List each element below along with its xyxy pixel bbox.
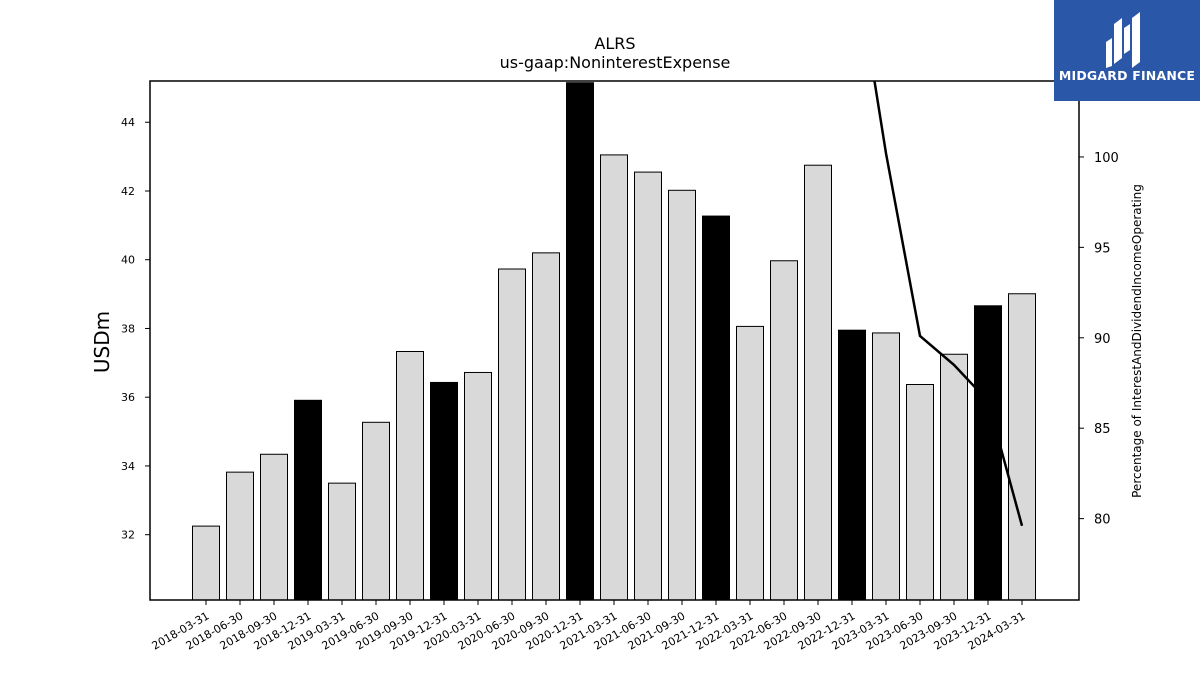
bar-2020-03-31: [464, 371, 492, 600]
y-tick-label: 42: [121, 185, 135, 198]
bar-2023-09-30: [940, 353, 968, 600]
bar-2020-06-30: [498, 268, 526, 600]
y-tick-label: 38: [121, 322, 135, 335]
y2-tick-label: 85: [1094, 422, 1111, 437]
bar-2022-03-31: [736, 325, 764, 600]
bar-2024-03-31: [1008, 293, 1036, 600]
chart-title: ALRS: [594, 34, 635, 53]
y-tick-label: 40: [121, 254, 135, 267]
bar-2023-03-31: [872, 332, 900, 600]
y2-axis-label: Percentage of InterestAndDividendIncomeO…: [1130, 184, 1144, 498]
bar-2020-12-31: [566, 82, 594, 600]
bar-2019-09-30: [396, 350, 424, 600]
brand-logo: MIDGARD FINANCE: [1054, 0, 1200, 101]
bar-2021-03-31: [600, 154, 628, 600]
y2-tick-label: 80: [1094, 513, 1111, 528]
y2-tick-label: 95: [1094, 241, 1111, 256]
chart-subtitle: us-gaap:NoninterestExpense: [500, 53, 731, 72]
y-axis-label: USDm: [90, 311, 114, 373]
logo-mark-icon: [1106, 12, 1140, 68]
bar-2022-12-31: [838, 329, 866, 600]
bar-2021-09-30: [668, 189, 696, 600]
bar-2023-12-31: [974, 305, 1002, 600]
bar-2018-06-30: [226, 471, 254, 600]
bar-2022-06-30: [770, 260, 798, 600]
bar-2019-03-31: [328, 482, 356, 600]
bar-2020-09-30: [532, 252, 560, 600]
bar-2019-06-30: [362, 421, 390, 600]
y-tick-label: 36: [121, 391, 135, 404]
bar-2018-03-31: [192, 525, 220, 600]
y2-tick-label: 100: [1094, 151, 1119, 166]
bar-2022-09-30: [804, 164, 832, 600]
y-tick-label: 32: [121, 529, 135, 542]
y-tick-label: 34: [121, 460, 135, 473]
logo-text: MIDGARD FINANCE: [1058, 68, 1196, 83]
y-tick-label: 44: [121, 116, 135, 129]
bar-2021-06-30: [634, 171, 662, 600]
bar-2021-12-31: [702, 215, 730, 600]
ratio-series-line: [873, 81, 1024, 527]
bar-2023-06-30: [906, 383, 934, 600]
bar-2018-12-31: [294, 399, 322, 600]
y2-tick-label: 90: [1094, 332, 1111, 347]
bar-2019-12-31: [430, 381, 458, 600]
bar-2018-09-30: [260, 453, 288, 600]
